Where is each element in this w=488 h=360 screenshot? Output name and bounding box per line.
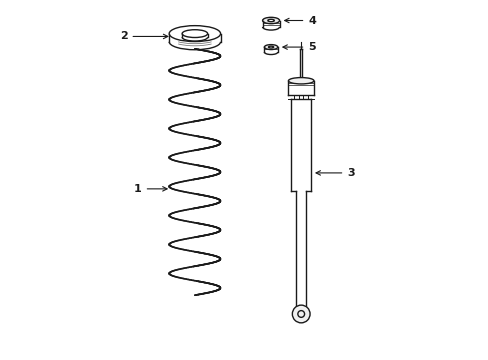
Text: 4: 4 (284, 15, 316, 26)
Ellipse shape (262, 17, 279, 24)
Ellipse shape (288, 77, 313, 84)
Text: 5: 5 (283, 42, 315, 52)
Circle shape (292, 305, 309, 323)
Ellipse shape (268, 46, 273, 48)
Text: 1: 1 (134, 184, 167, 194)
Ellipse shape (264, 45, 277, 50)
Text: 2: 2 (120, 31, 167, 41)
Ellipse shape (267, 19, 274, 22)
Text: 3: 3 (315, 168, 354, 178)
